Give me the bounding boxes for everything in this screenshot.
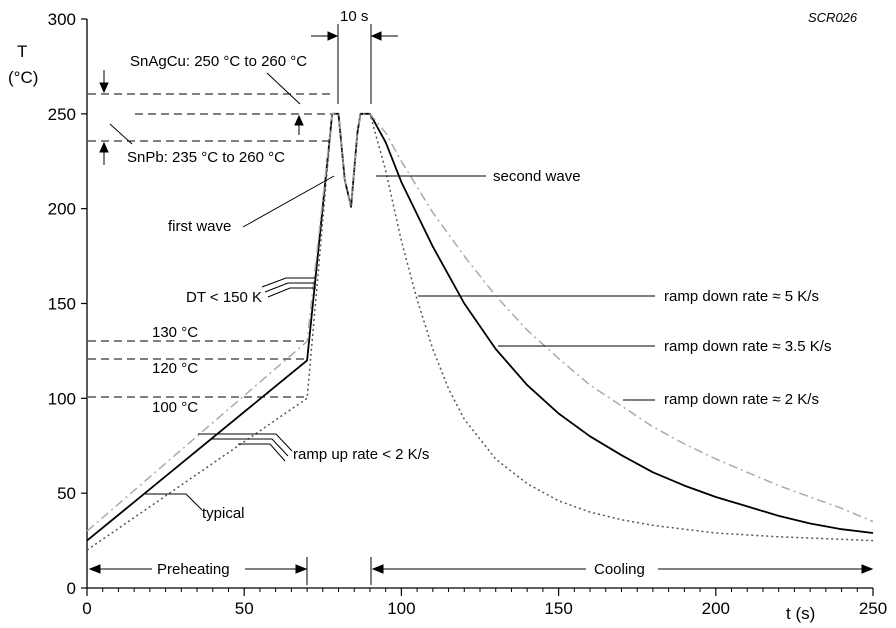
snpb-leader xyxy=(109,123,133,145)
snpb-arrowhead-bottom xyxy=(99,141,109,153)
ramp-up-leader-1 xyxy=(198,433,293,452)
cooling-arrowhead-left xyxy=(371,564,384,574)
x-tick-label: 150 xyxy=(544,599,572,618)
label-ramp-down-2: ramp down rate ≈ 2 K/s xyxy=(664,391,819,408)
cooling-arrowhead-right xyxy=(861,564,874,574)
y-tick-label: 300 xyxy=(48,10,76,29)
x-tick-label: 100 xyxy=(387,599,415,618)
figure-code: SCR026 xyxy=(808,10,858,25)
sac-arrowhead-bottom xyxy=(294,114,304,126)
label-130c: 130 °C xyxy=(152,324,198,341)
preheat-arrowhead-left xyxy=(88,564,101,574)
x-tick-label: 0 xyxy=(82,599,91,618)
label-10s: 10 s xyxy=(340,8,368,25)
ten-s-arrowhead-right xyxy=(370,31,382,41)
label-cooling: Cooling xyxy=(594,561,645,578)
y-tick-label: 150 xyxy=(48,295,76,314)
dt-leader-2 xyxy=(264,282,316,293)
label-100c: 100 °C xyxy=(152,399,198,416)
y-tick-label: 250 xyxy=(48,105,76,124)
label-first-wave: first wave xyxy=(168,218,231,235)
label-ramp-up: ramp up rate < 2 K/s xyxy=(293,446,429,463)
y-tick-label: 50 xyxy=(57,484,76,503)
temperature-guides xyxy=(88,93,335,398)
sac-arrowhead-top xyxy=(99,82,109,94)
dt-leader-3 xyxy=(267,287,316,298)
y-axis-label-unit: (°C) xyxy=(8,68,38,87)
series-line-1 xyxy=(86,112,874,542)
label-snpb: SnPb: 235 °C to 260 °C xyxy=(127,149,285,166)
x-tick-label: 200 xyxy=(702,599,730,618)
typical-leader xyxy=(143,493,203,511)
x-tick-label: 250 xyxy=(859,599,887,618)
y-tick-label: 0 xyxy=(67,579,76,598)
x-tick-label: 50 xyxy=(235,599,254,618)
ramp-up-leader-2 xyxy=(210,438,289,457)
y-axis-label-symbol: T xyxy=(17,42,27,61)
label-typical: typical xyxy=(202,505,245,522)
x-axis-label: t (s) xyxy=(786,604,815,623)
sac-leader xyxy=(266,72,301,105)
series-line-3 xyxy=(86,113,874,551)
label-ramp-down-5: ramp down rate ≈ 5 K/s xyxy=(664,288,819,305)
y-tick-label: 100 xyxy=(48,389,76,408)
ramp-up-leader-3 xyxy=(238,443,286,462)
annotation-labels: SnAgCu: 250 °C to 260 °C SnPb: 235 °C to… xyxy=(127,8,831,578)
ten-s-arrowhead-left xyxy=(327,31,339,41)
label-preheating: Preheating xyxy=(157,561,230,578)
annotations xyxy=(88,24,874,585)
label-ramp-down-3-5: ramp down rate ≈ 3.5 K/s xyxy=(664,338,831,355)
label-second-wave: second wave xyxy=(493,168,581,185)
preheat-arrowhead-right xyxy=(295,564,308,574)
label-dt: DT < 150 K xyxy=(186,289,262,306)
dt-leader-1 xyxy=(261,277,316,288)
label-snagcu: SnAgCu: 250 °C to 260 °C xyxy=(130,53,307,70)
ticks: 0 50 100 150 200 250 0 50 100 150 200 250 300 xyxy=(48,10,888,618)
series-group xyxy=(86,112,874,551)
y-tick-label: 200 xyxy=(48,200,76,219)
first-wave-leader xyxy=(242,175,335,228)
label-120c: 120 °C xyxy=(152,360,198,377)
